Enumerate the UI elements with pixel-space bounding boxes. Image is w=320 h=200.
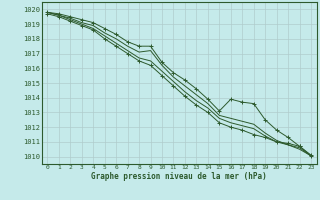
X-axis label: Graphe pression niveau de la mer (hPa): Graphe pression niveau de la mer (hPa) xyxy=(91,172,267,181)
